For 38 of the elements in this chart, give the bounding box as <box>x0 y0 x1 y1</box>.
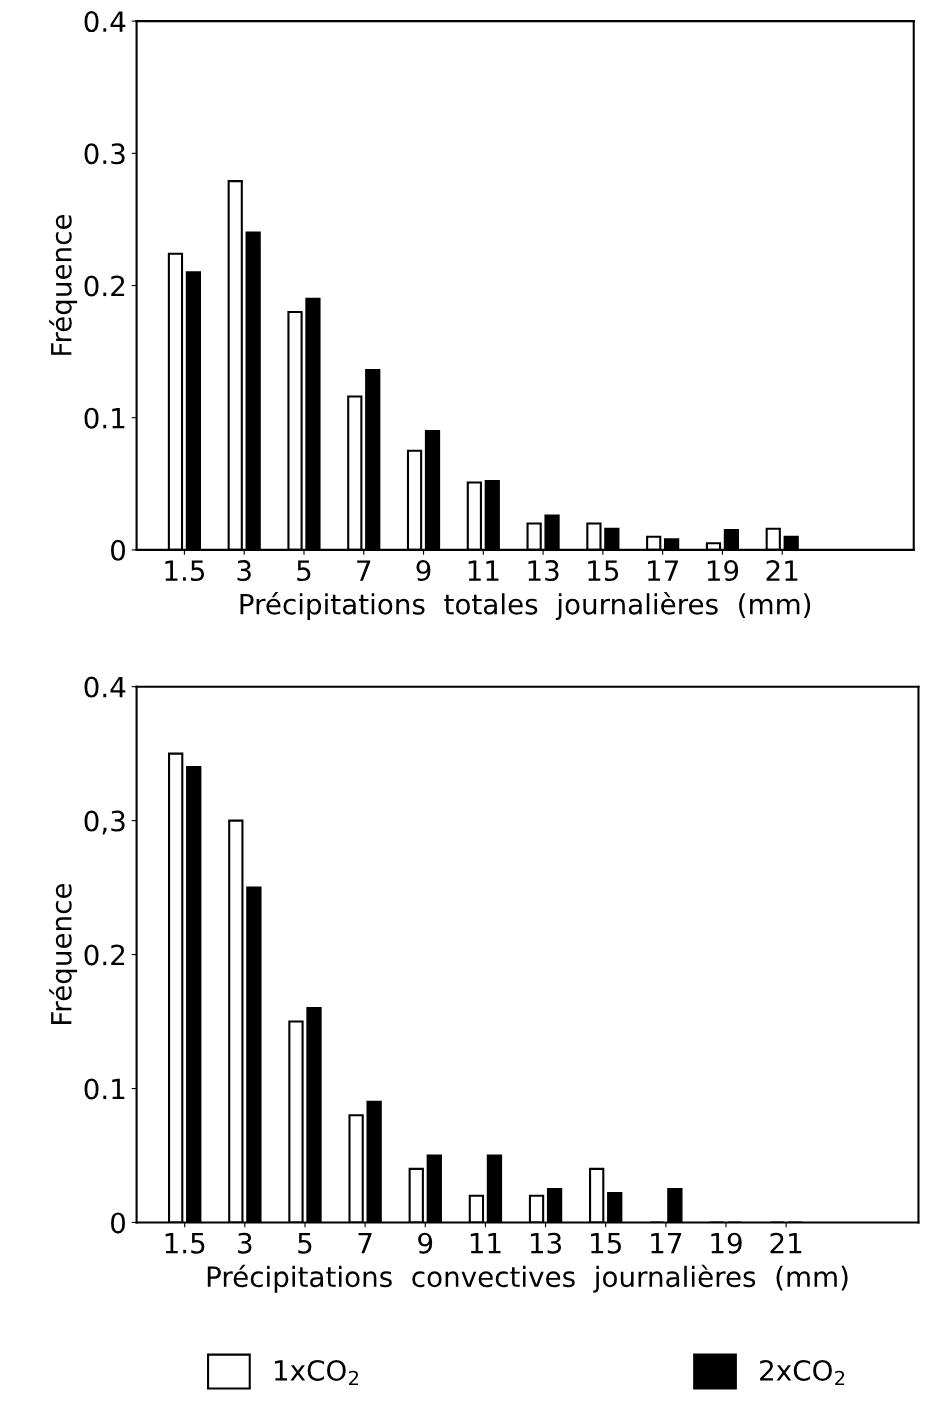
x-tick-label: 9 <box>416 560 431 582</box>
x-tick-label: 11 <box>468 560 499 581</box>
x-tick-label: 17 <box>651 1233 682 1254</box>
y-tick-label: 0 <box>111 1212 126 1234</box>
x-tick-label: 15 <box>588 560 619 582</box>
x-tick-label: 3 <box>238 1232 252 1254</box>
x-tick-label: 15 <box>591 1233 621 1254</box>
x-axis-title: Précipitations convectives journalières (mm) <box>207 1264 848 1293</box>
legend-label: 1xCO$_{2}$ <box>275 1359 359 1386</box>
x-tick-label: 19 <box>707 560 739 582</box>
y-axis-title: Fréquence <box>49 883 78 1024</box>
x-tick-label: 7 <box>358 1233 372 1254</box>
y-tick-label: 0.1 <box>84 1078 125 1100</box>
x-tick-label: 7 <box>357 560 371 581</box>
legend-label: 2xCO$_{2}$ <box>760 1359 845 1386</box>
x-tick-label: 5 <box>297 560 311 582</box>
y-tick-label: 0.1 <box>84 407 125 429</box>
x-tick-label: 3 <box>237 560 251 582</box>
y-tick-label: 0.2 <box>84 944 125 966</box>
y-axis-title: Fréquence <box>49 214 78 355</box>
x-tick-label: 21 <box>766 560 798 581</box>
x-tick-label: 1.5 <box>165 560 205 582</box>
y-tick-label: 0.3 <box>84 143 125 165</box>
x-tick-label: 1.5 <box>165 1233 205 1254</box>
x-tick-label: 19 <box>711 1232 742 1254</box>
x-tick-label: 21 <box>770 1232 802 1254</box>
x-tick-label: 13 <box>530 1232 562 1254</box>
y-tick-label: 0.2 <box>84 275 125 297</box>
y-tick-label: 0,3 <box>84 810 125 835</box>
y-tick-label: 0.4 <box>84 11 126 33</box>
x-tick-label: 17 <box>648 560 678 581</box>
x-tick-label: 9 <box>418 1232 433 1254</box>
y-tick-label: 0.4 <box>84 676 126 698</box>
x-tick-label: 5 <box>298 1233 312 1254</box>
x-tick-label: 11 <box>470 1233 501 1254</box>
y-tick-label: 0 <box>111 539 126 561</box>
x-tick-label: 13 <box>528 560 559 582</box>
x-axis-title: Précipitations totales journalières (mm) <box>240 592 811 621</box>
